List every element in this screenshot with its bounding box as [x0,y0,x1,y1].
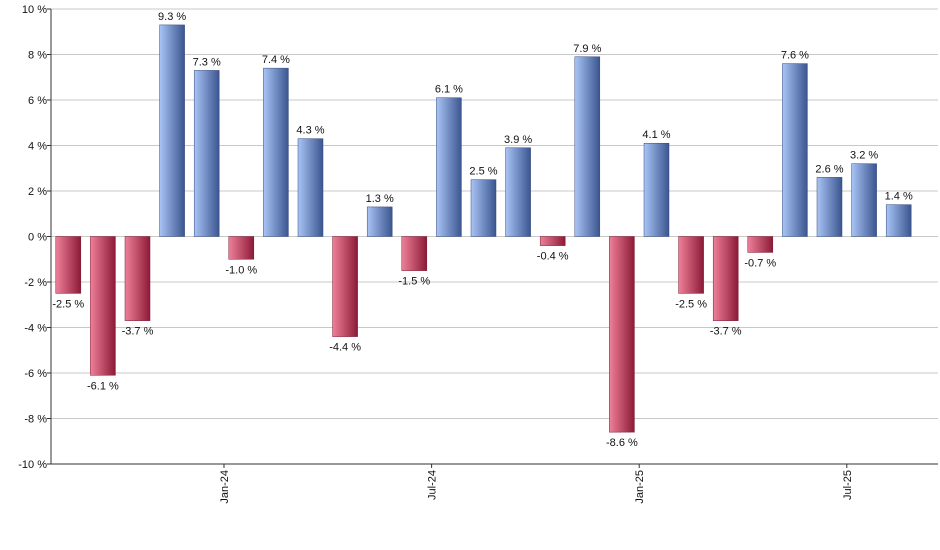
y-tick-label: -4 % [24,323,47,335]
bar-value-label: -4.4 % [329,342,361,354]
bar-value-label: 2.6 % [815,163,843,175]
negative-bar [747,236,774,253]
y-tick-label: 10 % [22,4,47,16]
negative-bar [712,236,739,321]
positive-bar [574,56,601,237]
y-tick-label: -2 % [24,277,47,289]
bar-value-label: -3.7 % [710,326,742,338]
y-tick-label: 2 % [28,186,47,198]
bars [55,24,912,433]
positive-bar [643,142,670,237]
bar-value-label: -1.0 % [225,264,257,276]
y-tick-label: 0 % [28,232,47,244]
y-tick-label: 8 % [28,50,47,62]
y-tick-label: 4 % [28,141,47,153]
bar-value-label: -0.7 % [744,257,776,269]
negative-bar [609,236,635,433]
x-tick-label: Jan-24 [219,470,231,504]
bar-value-label: 1.4 % [885,191,913,203]
y-tick-label: -8 % [24,414,47,426]
bar-value-label: 4.1 % [642,129,670,141]
negative-bar [228,236,255,260]
y-tick-label: 6 % [28,95,47,107]
negative-bar [332,236,358,337]
positive-bar [885,204,912,237]
bar-value-label: 3.2 % [850,150,878,162]
bar-value-label: 7.3 % [193,56,221,68]
positive-bar [470,179,497,237]
negative-bar [539,236,566,246]
negative-bar [678,236,704,294]
bar-value-label: 7.6 % [781,50,809,62]
bar-value-label: 4.3 % [296,125,324,137]
bar-value-label: 7.4 % [262,54,290,66]
bar-value-label: -3.7 % [122,326,154,338]
negative-bar [401,236,428,271]
positive-bar [366,206,393,237]
positive-bar [851,163,877,237]
y-tick-label: -10 % [18,459,47,471]
positive-bar [263,67,289,237]
y-tick-label: -6 % [24,368,47,380]
bar-value-label: -8.6 % [606,437,638,449]
positive-bar [505,147,531,237]
bar-value-label: -1.5 % [398,276,430,288]
positive-bar [297,138,324,237]
bar-value-label: 9.3 % [158,11,186,23]
bar-value-label: 6.1 % [435,84,463,96]
bar-value-label: -2.5 % [52,298,84,310]
negative-bar [90,236,116,376]
positive-bar [436,97,462,237]
bar-value-label: -2.5 % [675,298,707,310]
x-tick-label: Jan-25 [634,470,646,504]
positive-bar [159,24,185,237]
positive-bar [193,70,220,237]
bar-value-label: 1.3 % [366,193,394,205]
x-tick-label: Jul-25 [842,470,854,500]
bar-value-label: -6.1 % [87,380,119,392]
bar-value-label: -0.4 % [537,251,569,263]
data-labels: -2.5 % -6.1 % -3.7 % 9.3 % 7.3 % -1.0 % 7.4 % 4… [52,11,913,449]
bar-value-label: 7.9 % [573,43,601,55]
positive-bar [782,63,808,237]
bar-value-label: 2.5 % [469,166,497,178]
x-tick-label: Jul-24 [427,470,439,500]
axes: -10 % -8 % -6 % -4 % -2 % 0 % 2 % 4 % 6 % 8 % 10 %… [18,4,938,504]
bar-value-label: 3.9 % [504,134,532,146]
positive-bar [816,177,843,237]
negative-bar [55,236,82,294]
negative-bar [124,236,151,321]
